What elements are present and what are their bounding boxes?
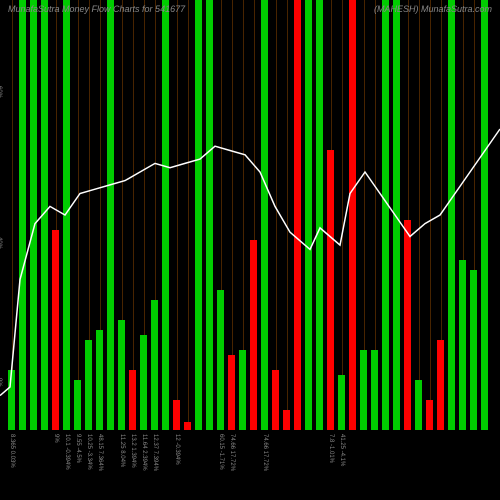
x-label: 74.66 17.72% (262, 434, 268, 471)
x-label: 11.64 2.394% (141, 434, 147, 471)
x-label: 13.2 1.394% (130, 434, 136, 468)
x-label: 41.25 -4.1% (339, 434, 345, 466)
x-label: 10.1 -0.394% (64, 434, 70, 470)
bar (118, 320, 125, 430)
x-label: 60.15 -1.71% (218, 434, 224, 470)
bar (327, 150, 334, 430)
bar (228, 355, 235, 430)
bar (371, 350, 378, 430)
bar (239, 350, 246, 430)
bar (459, 260, 466, 430)
y-label: 60% (0, 86, 2, 98)
grid-line (133, 0, 134, 430)
grid-line (419, 0, 420, 430)
bar (360, 350, 367, 430)
header-title-right: (MAHESH) MunafaSutra.com (374, 4, 492, 14)
x-label: 9% (53, 434, 59, 443)
bar (129, 370, 136, 430)
bar (30, 0, 37, 430)
grid-line (78, 0, 79, 430)
header-title-left: MunafaSutra Money Flow Charts for 541677 (8, 4, 185, 14)
bar (316, 0, 323, 430)
bar (63, 0, 70, 430)
bar (162, 0, 169, 430)
x-label: 7.8 -1.01% (328, 434, 334, 463)
x-label: 9.55 -4.5% (75, 434, 81, 463)
bar (151, 300, 158, 430)
bar (96, 330, 103, 430)
bar (338, 375, 345, 430)
x-label: 10.25 -3.34% (86, 434, 92, 470)
bar (393, 0, 400, 430)
bar (349, 0, 356, 430)
bar (107, 0, 114, 430)
bar (272, 370, 279, 430)
grid-line (188, 0, 189, 430)
bar (382, 0, 389, 430)
x-label: 8.365 0.03% (9, 434, 15, 468)
bar (437, 340, 444, 430)
bar (305, 0, 312, 430)
chart-area: 60% 40% 9% (0, 0, 500, 430)
y-label: 40% (0, 237, 2, 249)
bar (415, 380, 422, 430)
grid-line (12, 0, 13, 430)
bar (206, 0, 213, 430)
bar (184, 422, 191, 430)
bar (283, 410, 290, 430)
bar (294, 0, 301, 430)
x-label: 12.37 7.394% (152, 434, 158, 471)
grid-line (342, 0, 343, 430)
grid-line (177, 0, 178, 430)
x-label: 48.15 7.364% (97, 434, 103, 471)
bar (470, 270, 477, 430)
grid-line (287, 0, 288, 430)
bar (250, 240, 257, 430)
bar (52, 230, 59, 430)
bar (74, 380, 81, 430)
x-axis-labels: 8.365 0.03% 9% 10.1 -0.394% 9.55 -4.5% 10.25… (0, 432, 500, 500)
bar (8, 370, 15, 430)
bar (41, 0, 48, 430)
bar (85, 340, 92, 430)
x-label: 74.66 17.72% (229, 434, 235, 471)
bar (140, 335, 147, 430)
bar (448, 0, 455, 430)
grid-line (276, 0, 277, 430)
x-label: 12 -0.394% (174, 434, 180, 465)
y-label: 9% (0, 378, 2, 387)
bar (404, 220, 411, 430)
x-label: 11.25 8.04% (119, 434, 125, 467)
bar (426, 400, 433, 430)
grid-line (430, 0, 431, 430)
bar (19, 0, 26, 430)
bar (217, 290, 224, 430)
bar (173, 400, 180, 430)
bar (261, 0, 268, 430)
bar (195, 0, 202, 430)
bar (481, 0, 488, 430)
